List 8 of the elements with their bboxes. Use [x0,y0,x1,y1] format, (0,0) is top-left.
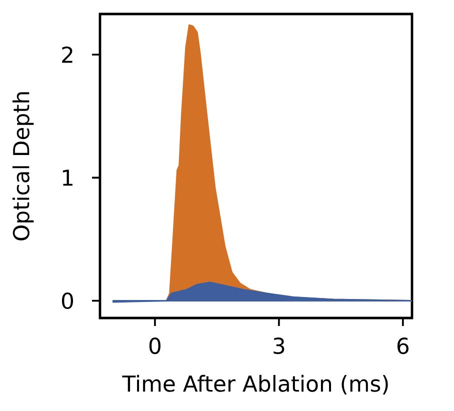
x-tick-label: 0 [149,338,160,354]
y-tick-label: 1 [62,170,72,186]
x-tick-label: 6 [397,338,409,354]
y-tick-label: 0 [62,292,74,310]
y-axis-title: Optical Depth [12,92,34,240]
x-tick-label: 3 [274,338,284,354]
x-axis-title: Time After Ablation (ms) [122,374,388,394]
y-tick-label: 2 [62,46,72,63]
